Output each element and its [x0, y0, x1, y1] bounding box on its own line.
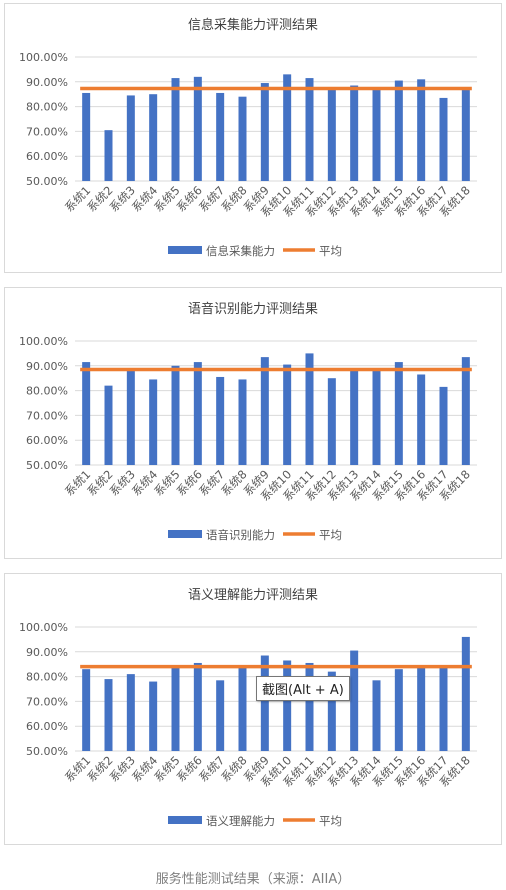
bar [149, 379, 158, 465]
bar [149, 94, 158, 181]
y-tick-label: 60.00% [26, 720, 68, 733]
bar [126, 674, 135, 751]
bar [126, 370, 135, 465]
bar [439, 386, 448, 465]
bar [305, 78, 314, 181]
bar [82, 362, 91, 465]
bar [461, 357, 470, 465]
bar [260, 655, 269, 751]
chart-title: 信息采集能力评测结果 [188, 17, 318, 33]
y-tick-label: 50.00% [26, 459, 68, 472]
bar [260, 357, 269, 465]
legend-line-label: 平均 [319, 528, 342, 542]
bar [171, 666, 180, 751]
y-tick-label: 80.00% [26, 671, 68, 684]
bar [461, 636, 470, 751]
bar [350, 368, 359, 465]
y-tick-label: 100.00% [19, 51, 68, 64]
bar [171, 78, 180, 181]
y-tick-label: 90.00% [26, 76, 68, 89]
y-tick-label: 100.00% [19, 621, 68, 634]
chart-panel-semantic-understanding: 语义理解能力评测结果 50.00% 60.00% 70.00% 80.00% 90.00%… [4, 573, 502, 845]
bar [283, 364, 292, 465]
bar [305, 353, 314, 465]
legend-bar-label: 语义理解能力 [206, 814, 275, 828]
legend-bar-swatch [168, 246, 202, 254]
bar [238, 379, 247, 465]
bar [238, 667, 247, 751]
legend-line-label: 平均 [319, 814, 342, 828]
bar [439, 666, 448, 751]
bar [216, 92, 225, 181]
bar [104, 385, 113, 465]
bar [283, 660, 292, 751]
y-tick-label: 80.00% [26, 385, 68, 398]
bar [417, 374, 426, 465]
y-tick-label: 70.00% [26, 695, 68, 708]
bar [82, 92, 91, 181]
bar [372, 89, 381, 181]
bar [350, 650, 359, 751]
y-tick-label: 60.00% [26, 434, 68, 447]
chart-legend: 语音识别能力 平均 [168, 528, 342, 542]
bar [394, 669, 403, 751]
chart-legend: 语义理解能力 平均 [168, 814, 342, 828]
y-tick-label: 100.00% [19, 335, 68, 348]
bar [260, 83, 269, 181]
legend-bar-label: 信息采集能力 [206, 244, 275, 258]
chart-svg-speech-recognition: 语音识别能力评测结果 50.00% 60.00% 70.00% 80.00% 90.00%… [19, 301, 477, 542]
figure-caption: 服务性能测试结果（来源：AIIA） [155, 872, 351, 887]
bar [104, 130, 113, 181]
chart-panel-speech-recognition: 语音识别能力评测结果 50.00% 60.00% 70.00% 80.00% 90.00%… [4, 287, 502, 559]
bar [461, 88, 470, 181]
legend-bar-swatch [168, 816, 202, 824]
y-tick-label: 50.00% [26, 175, 68, 188]
legend-bar-label: 语音识别能力 [206, 528, 275, 542]
y-tick-label: 70.00% [26, 125, 68, 138]
chart-svg-info-collection: 信息采集能力评测结果 50.00% 60.00% 70.00% 80.00% 90.00%… [19, 17, 477, 258]
bar [305, 662, 314, 751]
bar [216, 680, 225, 751]
y-tick-label: 50.00% [26, 745, 68, 758]
bar [283, 74, 292, 181]
chart-title: 语义理解能力评测结果 [188, 588, 318, 603]
bar [82, 669, 91, 751]
chart-panel-info-collection: 信息采集能力评测结果 50.00% 60.00% 70.00% 80.00% 90.00%… [4, 3, 502, 273]
bar [193, 362, 202, 465]
bar [238, 96, 247, 181]
bar [439, 97, 448, 181]
chart-title: 语音识别能力评测结果 [188, 301, 318, 317]
bar [126, 95, 135, 181]
bar [327, 671, 336, 751]
screenshot-tooltip: 截图(Alt + A) [256, 676, 350, 701]
y-tick-label: 90.00% [26, 646, 68, 659]
bar [193, 662, 202, 751]
bar [149, 681, 158, 751]
y-tick-label: 80.00% [26, 101, 68, 114]
legend-line-label: 平均 [319, 244, 342, 258]
bar [394, 80, 403, 181]
y-tick-label: 90.00% [26, 360, 68, 373]
chart-legend: 信息采集能力 平均 [168, 244, 342, 258]
bar [104, 679, 113, 751]
bar [372, 680, 381, 751]
bar [216, 376, 225, 465]
bar [417, 79, 426, 181]
bar [394, 362, 403, 465]
bar [171, 365, 180, 465]
bar [327, 89, 336, 181]
bar [372, 370, 381, 465]
y-tick-label: 60.00% [26, 150, 68, 163]
chart-svg-semantic-understanding: 语义理解能力评测结果 50.00% 60.00% 70.00% 80.00% 90.00%… [19, 588, 477, 828]
bar [350, 85, 359, 181]
bar [327, 378, 336, 465]
bar [193, 76, 202, 181]
legend-bar-swatch [168, 530, 202, 538]
bar [417, 666, 426, 751]
y-tick-label: 70.00% [26, 409, 68, 422]
